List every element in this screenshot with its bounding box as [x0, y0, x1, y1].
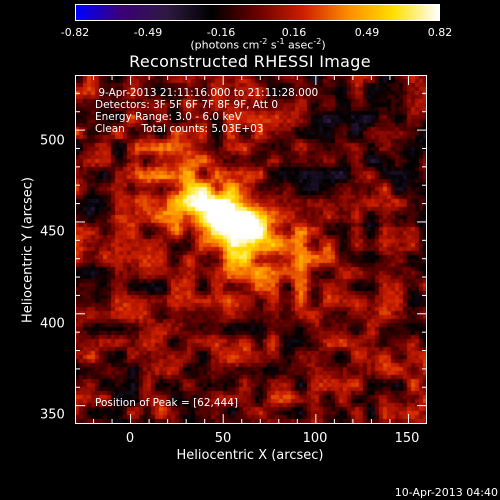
info-energy-range: Energy Range: 3.0 - 6.0 keV: [95, 111, 242, 123]
y-tick-label: 400: [40, 316, 65, 332]
x-axis-label: Heliocentric X (arcsec): [176, 448, 324, 463]
colorbar-tick-label: 0.82: [427, 26, 453, 39]
info-peak-position: Position of Peak = [62,444]: [95, 397, 239, 409]
image-title: Reconstructed RHESSI Image: [129, 52, 371, 71]
colorbar-tick-label: 0.16: [281, 26, 307, 39]
x-tick-label: 50: [214, 431, 232, 446]
colorbar-tick-label: -0.82: [60, 26, 90, 39]
colorbar-units: (photons cm-2 s-1 asec-2): [190, 37, 326, 52]
y-tick-label: 350: [40, 407, 65, 423]
x-tick-label: 100: [302, 431, 328, 446]
colorbar-tick-label: -0.49: [133, 26, 163, 39]
colorbar-tick-label: 0.49: [354, 26, 380, 39]
info-clean-counts: Clean Total counts: 5.03E+03: [95, 123, 264, 135]
info-time-range: 9-Apr-2013 21:11:16.000 to 21:11:28.000: [95, 87, 319, 99]
y-tick-label: 500: [40, 133, 65, 149]
y-axis-label: Heliocentric Y (arcsec): [20, 177, 36, 323]
info-detectors: Detectors: 3F 5F 6F 7F 8F 9F, Att 0: [95, 99, 279, 111]
x-tick-label: 150: [394, 431, 420, 446]
y-tick-label: 450: [40, 224, 65, 240]
colorbar-tick-label: -0.16: [206, 26, 236, 39]
x-tick-label: 0: [125, 431, 135, 446]
timestamp: 10-Apr-2013 04:40: [394, 486, 498, 499]
colorbar: [75, 4, 440, 21]
